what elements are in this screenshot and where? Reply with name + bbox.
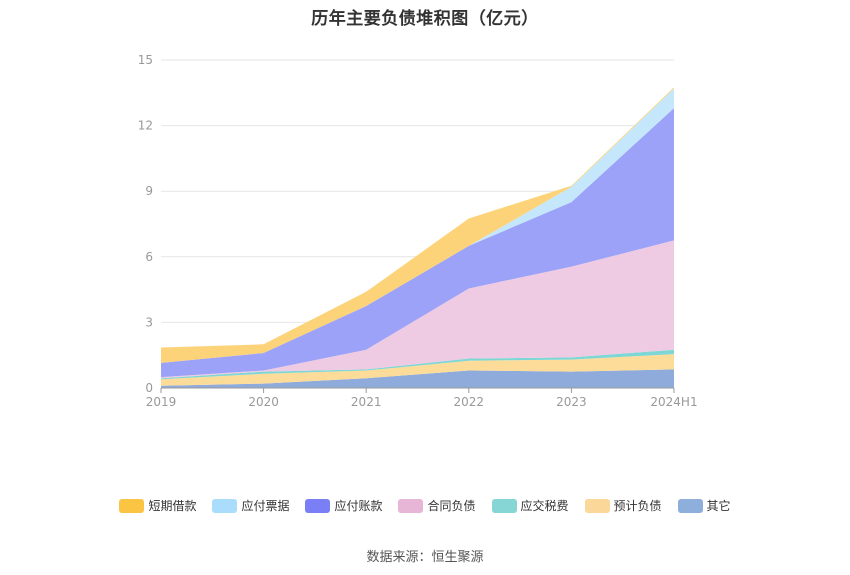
- legend-item[interactable]: 应交税费: [491, 497, 569, 514]
- chart-legend: 短期借款 应付票据 应付账款 合同负债 应交税费 预计负债 其它: [0, 497, 850, 514]
- x-tick-label: 2020: [248, 395, 279, 409]
- y-tick-label: 15: [138, 53, 153, 67]
- y-tick-label: 9: [145, 184, 153, 198]
- legend-swatch: [212, 498, 238, 513]
- y-tick-label: 3: [145, 315, 153, 329]
- legend-item[interactable]: 应付账款: [305, 497, 382, 514]
- y-tick-label: 6: [145, 250, 153, 264]
- legend-item[interactable]: 合同负债: [398, 497, 476, 514]
- legend-item[interactable]: 应付票据: [212, 497, 289, 514]
- x-tick-label: 2022: [454, 395, 485, 409]
- legend-swatch: [491, 498, 517, 513]
- x-tick-label: 2019: [146, 395, 177, 409]
- area-series: [161, 354, 674, 386]
- legend-swatch: [119, 498, 145, 513]
- legend-item[interactable]: 预计负债: [584, 497, 662, 514]
- legend-swatch: [398, 498, 424, 513]
- area-series: [161, 108, 674, 378]
- legend-swatch: [305, 498, 331, 513]
- legend-label: 应付票据: [241, 499, 290, 513]
- legend-swatch: [677, 498, 703, 513]
- stacked-area-chart: 0 3 6 9 12 15 2019 2020 2021 2022 2023 2024H1: [138, 53, 698, 409]
- y-tick-label: 12: [138, 119, 153, 133]
- area-series: [161, 369, 674, 388]
- area-series: [161, 240, 674, 379]
- x-tick-label: 2021: [351, 395, 382, 409]
- y-tick-label: 0: [145, 381, 153, 395]
- legend-label: 预计负债: [613, 499, 662, 513]
- legend-label: 应交税费: [520, 499, 569, 513]
- legend-label: 短期借款: [148, 499, 197, 513]
- legend-label: 合同负债: [427, 499, 476, 513]
- legend-label: 其它: [706, 499, 731, 513]
- legend-item[interactable]: 短期借款: [119, 497, 196, 514]
- x-tick-label: 2024H1: [650, 395, 697, 409]
- data-source: 数据来源：恒生聚源: [366, 550, 484, 565]
- legend-swatch: [584, 498, 610, 513]
- x-tick-label: 2023: [556, 395, 587, 409]
- legend-label: 应付账款: [334, 499, 383, 513]
- area-series: [161, 349, 674, 380]
- legend-item[interactable]: 其它: [677, 497, 731, 514]
- chart-title: 历年主要负债堆积图（亿元）: [311, 9, 539, 29]
